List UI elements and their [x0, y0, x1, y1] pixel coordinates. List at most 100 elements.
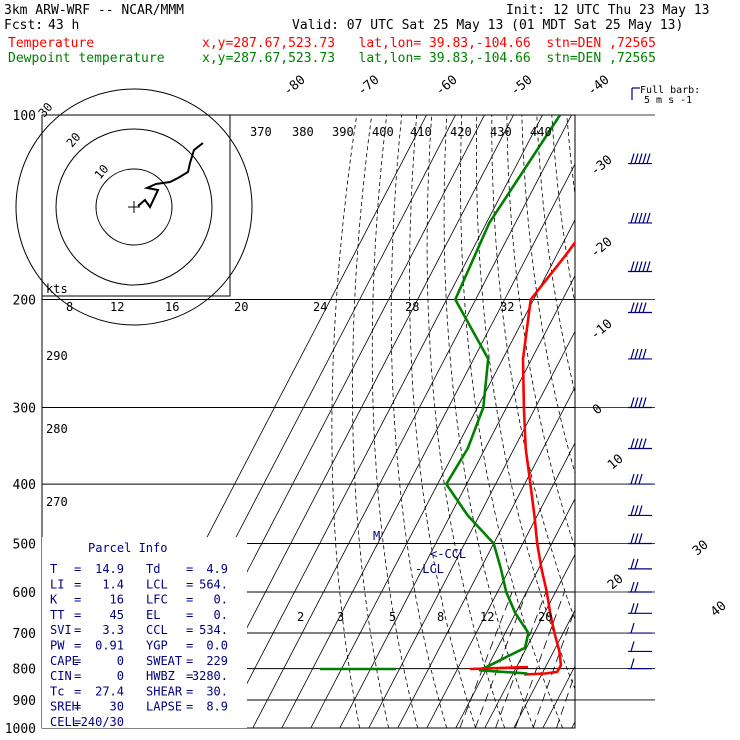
- wind-barb-flag: [638, 153, 643, 164]
- wind-barb-flag: [634, 558, 639, 570]
- parcel-row-value2: 0.: [214, 593, 228, 607]
- dewpoint-legend: Dewpoint temperature: [8, 51, 165, 66]
- parcel-row-value1: 3.3: [102, 623, 124, 637]
- ccl-marker: <-CCL: [430, 547, 466, 561]
- dry-adiabat-line: [687, 115, 740, 728]
- isotherm-line: [339, 274, 575, 728]
- pressure-tick-label: 100: [13, 109, 36, 124]
- wind-barb-flag: [634, 505, 639, 516]
- wind-barb-flag: [642, 302, 647, 313]
- temperature-legend: Temperature: [8, 36, 95, 51]
- theta-tick-label: 420: [450, 125, 472, 139]
- parcel-row-label1: LI: [50, 577, 64, 591]
- barb-key-line1: Full barb:: [640, 85, 700, 96]
- isotherm-tick-label: -40: [585, 72, 613, 99]
- mixing-ratio-tick-label: 20: [538, 610, 552, 624]
- temperature-profile-line: [521, 240, 575, 676]
- parcel-info-title: Parcel Info: [88, 541, 167, 555]
- dry-adiabat-line: [612, 115, 740, 728]
- forecast-label: Fcst:: [4, 18, 44, 33]
- parcel-row-eq2: =: [186, 654, 193, 668]
- wind-barb-flag: [638, 302, 643, 313]
- wind-barb-flag: [642, 348, 647, 360]
- parcel-row-value2: 0.: [214, 608, 228, 622]
- wind-barb-flag: [630, 261, 635, 272]
- wind-barb-flag: [642, 212, 647, 224]
- isotherm-line: [368, 330, 575, 728]
- wind-barb-flag: [630, 622, 635, 634]
- isotherm-line: [310, 219, 575, 728]
- wind-barb-flag: [634, 212, 639, 224]
- dry-adiabat-line: [443, 115, 535, 728]
- theta-tick-label: 390: [332, 125, 354, 139]
- mixing-ratio-tick-label: 24: [313, 300, 327, 314]
- forecast-hours: 43 h: [48, 18, 80, 33]
- isotherm-tick-label: -80: [281, 72, 309, 99]
- mixing-ratio-tick-label: 28: [405, 300, 419, 314]
- parcel-row-label2: HWBZ: [146, 669, 175, 683]
- wind-barb-flag: [634, 348, 639, 360]
- pressure-tick-label: 900: [13, 694, 36, 709]
- wind-barb-flag: [634, 533, 639, 544]
- isotherm-line: [281, 163, 575, 728]
- dry-adiabat-line: [352, 115, 390, 728]
- pressure-tick-label: 300: [13, 401, 36, 416]
- parcel-row-value1: 30: [110, 700, 124, 714]
- pressure-tick-label: 500: [13, 537, 36, 552]
- parcel-row-label2: YGP: [146, 639, 168, 653]
- dry-adiabat-line: [717, 115, 740, 728]
- theta-tick-label: 270: [46, 495, 68, 509]
- dry-adiabat-line: [521, 115, 575, 475]
- theta-tick-label: 280: [46, 422, 68, 436]
- pressure-tick-label: 700: [13, 627, 36, 642]
- mixing-ratio-tick-label: 3: [337, 610, 344, 624]
- parcel-row-eq2: =: [186, 669, 193, 683]
- mixing-ratio-tick-label: 12: [480, 610, 494, 624]
- isotherm-line: [630, 115, 740, 728]
- pressure-tick-label: 200: [13, 294, 36, 309]
- parcel-row-label2: LFC: [146, 593, 168, 607]
- hodograph-kts-label: kts: [46, 282, 68, 296]
- mixing-ratio-tick-label: 8: [437, 610, 444, 624]
- parcel-row-value1: 240/30: [81, 715, 124, 729]
- parcel-row-eq1: =: [74, 669, 81, 683]
- theta-tick-label: 400: [372, 125, 394, 139]
- dry-adiabat-line: [657, 115, 740, 728]
- isotherm-line: [455, 497, 575, 728]
- hodograph-ring: [55, 128, 213, 286]
- parcel-row-eq1: =: [74, 654, 81, 668]
- parcel-row-eq1: =: [74, 608, 81, 622]
- mixing-ratio-tick-label: 2: [297, 610, 304, 624]
- parcel-row-label1: Tc: [50, 684, 64, 698]
- parcel-row-eq2: =: [186, 562, 193, 576]
- dry-adiabat-line: [627, 115, 740, 728]
- parcel-row-label2: SWEAT: [146, 654, 182, 668]
- dry-adiabat-line: [476, 115, 575, 690]
- mixing-ratio-tick-label: 20: [234, 300, 248, 314]
- parcel-row-value2: 3280.: [192, 669, 228, 683]
- wind-barb-flag: [630, 505, 635, 516]
- wind-barb-flag: [634, 473, 639, 485]
- parcel-row-label2: LAPSE: [146, 700, 182, 714]
- dry-adiabat-line: [597, 115, 740, 728]
- wind-barb-flag: [638, 397, 643, 408]
- dry-adiabat-line: [582, 115, 740, 728]
- wind-barb-flag: [630, 397, 635, 408]
- isotherm-tick-label: 30: [690, 538, 712, 560]
- dry-adiabat-line: [491, 115, 575, 621]
- parcel-row-value2: 534.: [199, 623, 228, 637]
- dry-adiabat-line: [702, 115, 740, 728]
- isotherm-line: [659, 115, 740, 728]
- wind-barb-flag: [642, 438, 647, 449]
- parcel-row-eq2: =: [186, 700, 193, 714]
- parcel-row-value1: 14.9: [95, 562, 124, 576]
- wind-barb-flag: [646, 153, 651, 164]
- parcel-row-eq2: =: [186, 577, 193, 591]
- wind-barb-flag: [646, 261, 651, 272]
- parcel-info-box: Parcel Info T = 14.9 Td = 4.9 LI = 1.4 LCL = 564. K = 1…: [42, 537, 247, 729]
- parcel-row-label1: K: [50, 593, 58, 607]
- parcel-row-value2: 8.9: [206, 700, 228, 714]
- isotherm-line: [484, 553, 575, 728]
